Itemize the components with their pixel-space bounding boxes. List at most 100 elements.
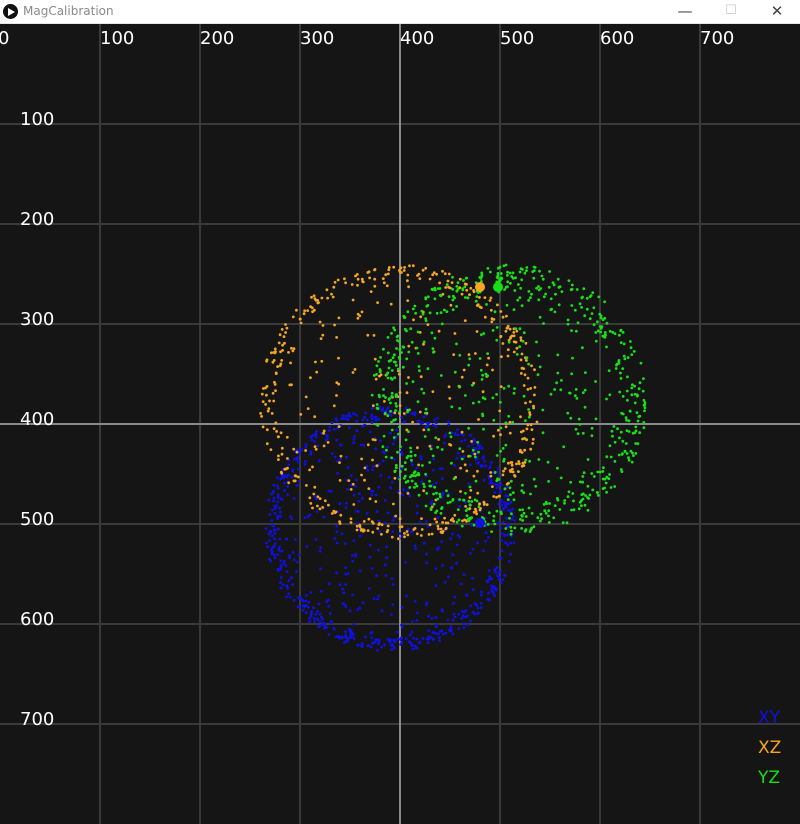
data-point-xz	[274, 421, 278, 425]
data-point-xz	[368, 497, 372, 501]
data-point-xy	[270, 550, 274, 554]
data-point-yz	[578, 480, 582, 484]
data-point-xy	[357, 500, 361, 503]
data-point-xz	[358, 525, 362, 529]
data-point-xy	[469, 523, 473, 527]
data-point-yz	[613, 440, 617, 444]
data-point-xy	[291, 551, 295, 554]
data-point-yz	[450, 405, 454, 409]
data-point-xz	[321, 324, 325, 327]
data-point-yz	[486, 374, 489, 378]
data-point-yz	[390, 369, 394, 372]
data-point-xz	[269, 448, 273, 451]
data-point-yz	[627, 430, 631, 433]
data-point-yz	[477, 450, 480, 454]
data-point-xz	[533, 386, 537, 389]
data-point-xy	[415, 466, 419, 470]
data-point-xy	[506, 494, 510, 498]
data-point-xy	[434, 632, 437, 635]
data-point-yz	[403, 316, 407, 319]
data-point-yz	[425, 492, 429, 495]
data-point-xy	[355, 413, 358, 417]
data-point-yz	[625, 418, 628, 422]
data-point-xz	[327, 503, 330, 507]
data-point-yz	[629, 346, 633, 350]
data-point-xz	[376, 527, 380, 530]
data-point-xy	[366, 468, 370, 472]
data-point-yz	[477, 505, 481, 509]
close-button[interactable]: ✕	[770, 2, 784, 20]
data-point-xy	[434, 615, 438, 619]
minimize-button[interactable]: —	[677, 2, 693, 20]
data-point-xz	[505, 314, 508, 318]
data-point-xy	[427, 629, 431, 632]
data-point-xz	[469, 489, 473, 492]
data-point-xz	[286, 457, 289, 460]
data-point-yz	[378, 368, 382, 371]
data-point-yz	[539, 519, 542, 523]
data-point-xz	[262, 387, 265, 390]
data-point-xz	[363, 478, 366, 482]
data-point-yz	[426, 295, 430, 299]
data-point-xz	[261, 400, 265, 403]
data-point-yz	[561, 521, 565, 524]
data-point-yz	[518, 345, 521, 349]
data-point-yz	[480, 271, 484, 275]
data-point-xz	[336, 278, 340, 282]
data-point-xz	[407, 344, 411, 348]
data-point-xz	[279, 350, 282, 354]
data-point-xz	[311, 506, 314, 510]
data-point-xy	[405, 594, 409, 598]
data-point-yz	[582, 287, 586, 291]
data-point-yz	[450, 461, 453, 465]
data-point-xy	[434, 425, 438, 429]
data-point-xy	[499, 556, 503, 560]
data-point-xy	[391, 603, 395, 606]
data-point-yz	[424, 407, 428, 411]
data-point-xz	[426, 323, 430, 326]
data-point-yz	[522, 491, 526, 495]
data-point-xy	[338, 583, 342, 587]
data-point-xy	[359, 644, 363, 648]
data-point-xy	[314, 435, 318, 439]
data-point-xz	[435, 520, 438, 524]
data-point-yz	[484, 372, 488, 376]
data-point-yz	[524, 419, 527, 422]
data-point-yz	[586, 484, 590, 488]
data-point-xy	[298, 448, 302, 452]
data-point-xy	[432, 457, 435, 461]
data-point-xy	[367, 587, 371, 590]
data-point-yz	[539, 512, 543, 516]
data-point-xy	[375, 510, 379, 513]
data-point-xy	[270, 492, 273, 496]
data-point-xy	[268, 529, 272, 533]
data-point-xz	[510, 461, 514, 464]
data-point-yz	[576, 432, 580, 436]
data-point-xz	[428, 444, 432, 448]
data-point-xy	[506, 533, 510, 537]
data-point-xy	[373, 640, 377, 644]
data-point-xy	[331, 452, 334, 455]
data-point-xz	[473, 452, 477, 456]
maximize-button[interactable]: ☐	[725, 3, 737, 18]
data-point-xz	[334, 510, 338, 514]
data-point-xy	[476, 456, 479, 460]
data-point-xy	[287, 592, 290, 596]
data-point-yz	[570, 329, 573, 332]
data-point-yz	[467, 363, 471, 367]
data-point-yz	[496, 274, 500, 277]
data-point-xy	[352, 623, 356, 626]
data-point-xy	[493, 482, 497, 486]
data-point-yz	[638, 414, 642, 418]
data-point-yz	[629, 340, 632, 343]
data-point-xy	[271, 546, 274, 550]
data-point-yz	[458, 385, 461, 389]
data-point-xy	[503, 534, 506, 538]
data-point-xz	[438, 281, 441, 285]
data-point-yz	[455, 342, 458, 346]
data-point-xz	[373, 284, 377, 288]
data-point-yz	[433, 485, 436, 489]
data-point-yz	[557, 303, 561, 307]
data-point-xy	[440, 477, 444, 480]
data-point-xz	[380, 523, 384, 527]
